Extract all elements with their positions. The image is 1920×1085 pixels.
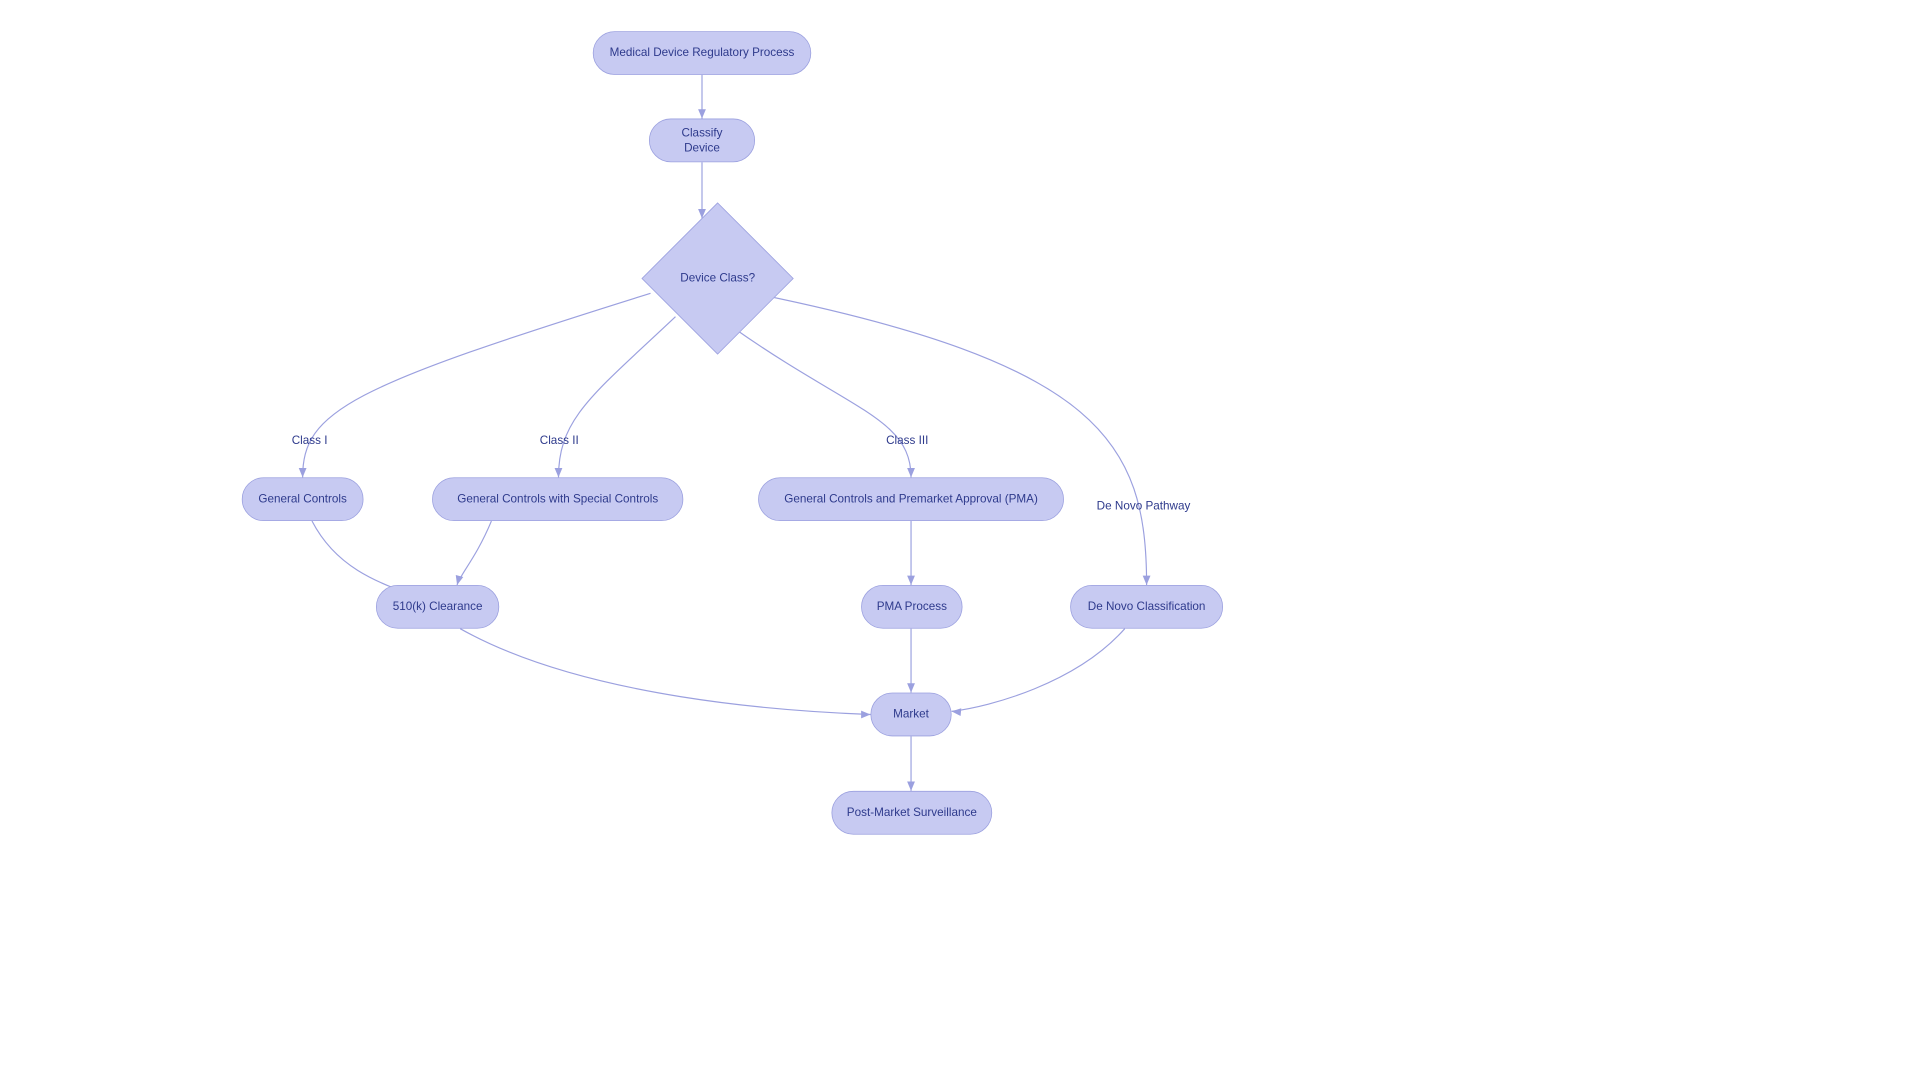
node-class3: General Controls and Premarket Approval … — [758, 477, 1064, 521]
node-label: General Controls with Special Controls — [443, 492, 672, 507]
edge — [952, 629, 1125, 712]
node-start: Medical Device Regulatory Process — [593, 31, 811, 75]
node-classify: Classify Device — [649, 119, 755, 163]
node-label: PMA Process — [863, 599, 961, 614]
node-label: Post-Market Surveillance — [833, 805, 991, 820]
node-class2: General Controls with Special Controls — [432, 477, 683, 521]
node-class1: General Controls — [242, 477, 364, 521]
node-label: De Novo Classification — [1074, 599, 1220, 614]
node-label: General Controls — [244, 492, 361, 507]
node-label: Device Class? — [666, 271, 769, 286]
edge — [753, 293, 1146, 585]
node-label: General Controls and Premarket Approval … — [770, 492, 1052, 507]
node-denovo: De Novo Classification — [1070, 585, 1223, 629]
node-market: Market — [870, 693, 951, 737]
edge — [558, 317, 675, 478]
edge-label-class1_label: Class I — [292, 434, 328, 447]
edge — [457, 521, 491, 585]
edge-label-class2_label: Class II — [540, 434, 579, 447]
edge — [733, 328, 911, 478]
node-label: Classify Device — [650, 125, 755, 155]
edge — [303, 293, 651, 477]
edges-layer — [23, 5, 1920, 1085]
node-label: 510(k) Clearance — [379, 599, 497, 614]
node-label: Market — [879, 707, 943, 722]
node-clearance: 510(k) Clearance — [376, 585, 499, 629]
flowchart-container: Medical Device Regulatory Process Classif… — [23, 5, 1920, 1085]
edge-label-denovo_label: De Novo Pathway — [1097, 499, 1191, 512]
edge-label-class3_label: Class III — [886, 434, 928, 447]
node-label: Medical Device Regulatory Process — [596, 45, 809, 60]
edge — [460, 629, 870, 715]
node-postmarket: Post-Market Surveillance — [831, 791, 992, 835]
node-pma: PMA Process — [861, 585, 962, 629]
